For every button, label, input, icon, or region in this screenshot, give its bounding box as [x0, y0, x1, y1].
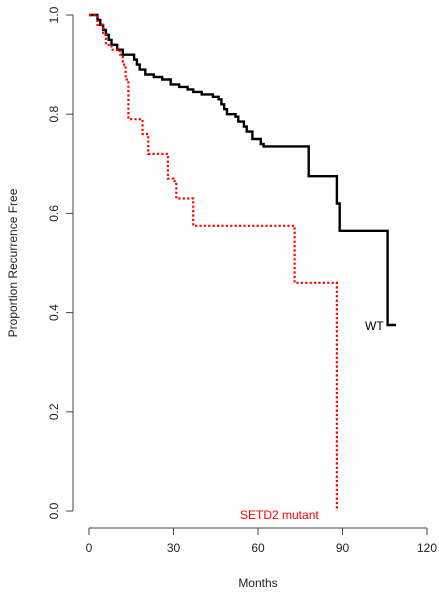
- y-ticks: 0.0 0.2 0.4 0.6 0.8 1.0: [47, 6, 73, 519]
- x-tick-label: 120: [417, 541, 437, 555]
- x-axis-title: Months: [238, 576, 277, 590]
- setd2-mutant-survival-curve: [89, 13, 338, 511]
- x-tick-label: 60: [251, 541, 265, 555]
- series-layer: [89, 13, 396, 511]
- setd2-mutant-annotation: SETD2 mutant: [240, 508, 319, 522]
- y-tick-label: 0.8: [47, 106, 61, 123]
- x-tick-label: 30: [167, 541, 181, 555]
- wt-annotation: WT: [365, 319, 384, 333]
- y-tick-label: 0.2: [47, 403, 61, 420]
- x-tick-label: 90: [336, 541, 350, 555]
- wt-survival-curve: [89, 13, 396, 327]
- y-tick-label: 0.0: [47, 502, 61, 519]
- axes: [72, 15, 427, 529]
- x-ticks: 0 30 60 90 120: [86, 528, 437, 555]
- x-tick-label: 0: [86, 541, 93, 555]
- y-axis-title: Proportion Recurrence Free: [6, 188, 20, 337]
- y-tick-label: 0.4: [47, 304, 61, 321]
- y-tick-label: 1.0: [47, 6, 61, 23]
- y-tick-label: 0.6: [47, 205, 61, 222]
